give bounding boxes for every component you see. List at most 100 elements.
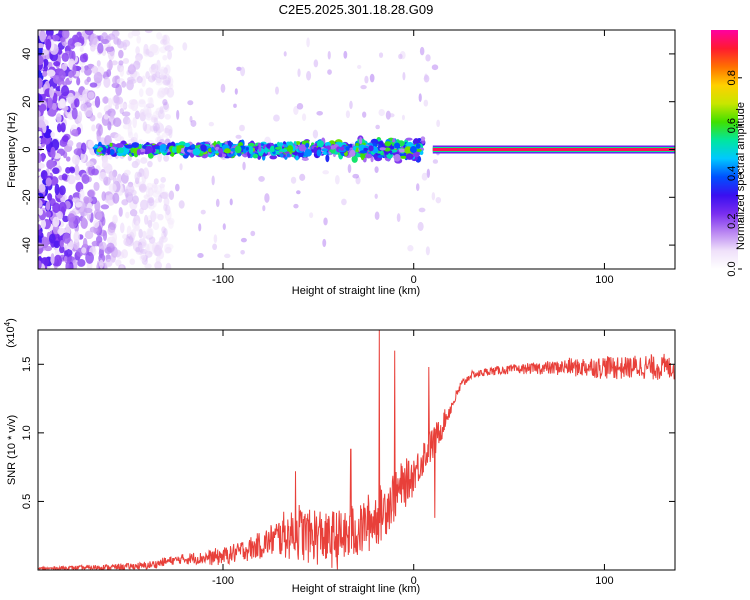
spectrogram-noise-blob	[50, 131, 55, 138]
spectrogram-noise-blob	[101, 39, 110, 45]
spectrogram-noise-blob	[61, 173, 68, 181]
spectrogram-speckle	[313, 59, 319, 68]
spectrogram-band-blob	[313, 146, 318, 155]
spectrogram-band-blob	[115, 143, 124, 148]
spectrogram-noise-blob	[45, 201, 51, 211]
spectrogram-speckle	[273, 114, 280, 122]
spectrogram-noise-blob	[99, 259, 104, 269]
spectrogram-speckle	[233, 103, 237, 108]
spectrogram-noise-blob	[38, 119, 46, 128]
spectrogram-noise-blob	[127, 131, 134, 139]
spectrogram-speckle	[343, 50, 348, 59]
spectrogram-speckle	[385, 110, 391, 120]
spectrogram-speckle	[417, 221, 424, 232]
spectrogram-band-blob	[184, 142, 191, 148]
spectrogram-noise-blob	[50, 253, 55, 265]
spectrogram-noise-blob	[122, 58, 130, 65]
spectrogram-noise-blob	[136, 35, 142, 44]
spectrogram-speckle	[316, 110, 323, 116]
spectrogram-noise-blob	[103, 76, 111, 88]
spectrogram-noise-blob	[96, 211, 103, 221]
spectrogram-speckle	[364, 75, 369, 84]
spectrogram-noise-blob	[90, 44, 96, 52]
spectrogram-band-blob	[298, 144, 307, 152]
spectrogram-speckle	[168, 190, 175, 201]
spectrogram-band-blob	[280, 148, 288, 153]
spectrogram-noise-blob	[168, 219, 174, 230]
spectrogram-noise-blob	[40, 137, 47, 144]
spectrogram-noise-blob	[129, 78, 137, 84]
spectrogram-band-blob	[159, 144, 167, 152]
spectrogram-speckle	[239, 124, 245, 132]
spectrogram-noise-blob	[164, 45, 174, 52]
colorbar-tick-label: 0.8	[726, 70, 738, 85]
spectrogram-band-blob	[278, 142, 284, 146]
spectrogram-noise-blob	[151, 184, 158, 193]
spectrogram-noise-blob	[59, 37, 66, 43]
spectrogram-band-blob	[269, 155, 278, 160]
spectrogram-noise-blob	[134, 110, 140, 120]
spectrogram-speckle	[212, 243, 218, 251]
spectrogram-noise-blob	[112, 214, 118, 224]
spectrogram-noise-blob	[155, 256, 161, 264]
spectrogram-band-blob	[305, 142, 310, 148]
colorbar-label: Normalized spectral amplitude	[735, 102, 747, 250]
spectrogram-band-blob	[109, 148, 115, 155]
spectrogram-noise-blob	[81, 216, 87, 226]
spectrogram-noise-blob	[159, 191, 168, 199]
spectrogram-noise-blob	[67, 38, 76, 50]
spectrogram-noise-blob	[118, 60, 124, 66]
spectrogram-noise-blob	[101, 216, 106, 227]
spectrogram-band-blob	[339, 146, 345, 151]
spectrogram-speckle	[374, 193, 378, 199]
spectrogram-noise-blob	[38, 224, 42, 230]
spectrogram-noise-blob	[93, 219, 100, 229]
spectrogram-noise-blob	[122, 42, 127, 51]
spectrogram-noise-blob	[160, 75, 169, 84]
spectrogram-band-blob	[398, 148, 406, 153]
spectrogram-band-blob	[415, 142, 421, 149]
spectrogram-speckle	[423, 99, 429, 107]
spectrogram-noise-blob	[112, 232, 118, 243]
spectrogram-speckle	[234, 88, 238, 95]
spectrogram-speckle	[431, 64, 439, 71]
spectrogram-noise-blob	[164, 113, 171, 120]
spectrogram-speckle	[425, 54, 431, 62]
spectrogram-noise-blob	[61, 52, 70, 62]
spectrogram-noise-blob	[159, 184, 165, 194]
spectrogram-speckle	[240, 237, 247, 243]
spectrogram-band-blob	[131, 142, 140, 148]
spectrogram-noise-blob	[112, 176, 117, 185]
spectrogram-noise-blob	[162, 79, 171, 86]
spectrogram-ytick-label: 40	[21, 48, 33, 60]
spectrogram-noise-blob	[69, 167, 76, 174]
snr-series-line	[38, 330, 675, 570]
spectrogram-noise-blob	[157, 152, 162, 163]
colorbar-tick-label: 0.2	[726, 214, 738, 229]
spectrogram-band-blob	[351, 155, 358, 163]
spectrogram-noise-blob	[119, 66, 125, 77]
spectrogram-noise-blob	[143, 48, 151, 57]
spectrogram-noise-blob	[145, 87, 154, 97]
spectrogram-noise-blob	[38, 208, 43, 216]
spectrogram-noise-blob	[45, 177, 52, 187]
spectrogram-noise-blob	[94, 96, 101, 108]
colorbar: 0.0 0.2 0.4 0.6 0.8 Normalized spectral ampl…	[711, 30, 747, 277]
spectrogram-speckle	[419, 46, 425, 56]
snr-multiplier-base: (x10	[5, 326, 17, 347]
spectrogram-noise-blob	[77, 258, 86, 267]
spectrogram-band-blob	[258, 144, 262, 152]
spectrogram-noise-blob	[67, 140, 74, 147]
spectrogram-noise-blob	[97, 112, 103, 119]
spectrogram-noise-blob	[159, 66, 167, 77]
spectrogram-noise-blob	[119, 265, 125, 269]
spectrogram-noise-blob	[47, 109, 57, 117]
spectrogram-speckle	[242, 161, 246, 171]
spectrogram-band-blob	[145, 145, 154, 154]
spectrogram-speckle	[293, 203, 299, 209]
spectrogram-noise-blob	[52, 167, 60, 175]
spectrogram-xlabel: Height of straight line (km)	[292, 285, 420, 297]
spectrogram-speckle	[432, 159, 439, 164]
spectrogram-noise-blob	[168, 128, 173, 139]
